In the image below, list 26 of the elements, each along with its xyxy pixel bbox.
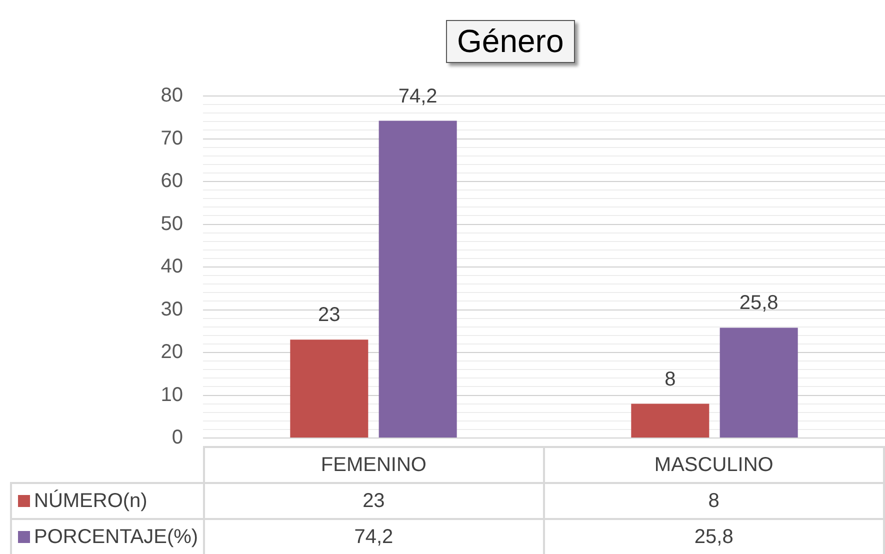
y-tick-label: 0 (172, 426, 183, 449)
data-label: 74,2 (204, 519, 544, 554)
y-tick-label: 50 (160, 212, 183, 235)
x-tick-label: FEMENINO (204, 447, 544, 483)
legend-label: NÚMERO(n) (11, 483, 204, 519)
bar (378, 120, 457, 438)
bar (720, 328, 798, 438)
y-tick-label: 40 (160, 256, 183, 278)
text: 74,2 (398, 85, 438, 108)
y-tick-label: 80 (160, 84, 183, 107)
y-tick-label: 30 (160, 298, 183, 320)
text: 8 (664, 368, 676, 390)
bar (290, 340, 368, 438)
y-tick-label: 20 (160, 341, 183, 364)
y-tick-label: 60 (160, 170, 183, 192)
text: 25,8 (739, 292, 778, 314)
y-tick-label: 70 (160, 127, 183, 150)
bar (631, 404, 710, 438)
chart-title: Género (446, 20, 575, 63)
text: 23 (318, 304, 340, 326)
legend-label: PORCENTAJE(%) (11, 519, 204, 554)
data-label: 23 (204, 483, 544, 519)
data-label: 25,8 (544, 519, 884, 554)
y-tick-label: 10 (160, 384, 183, 406)
data-label: 8 (544, 483, 884, 519)
x-tick-label: MASCULINO (544, 447, 884, 483)
